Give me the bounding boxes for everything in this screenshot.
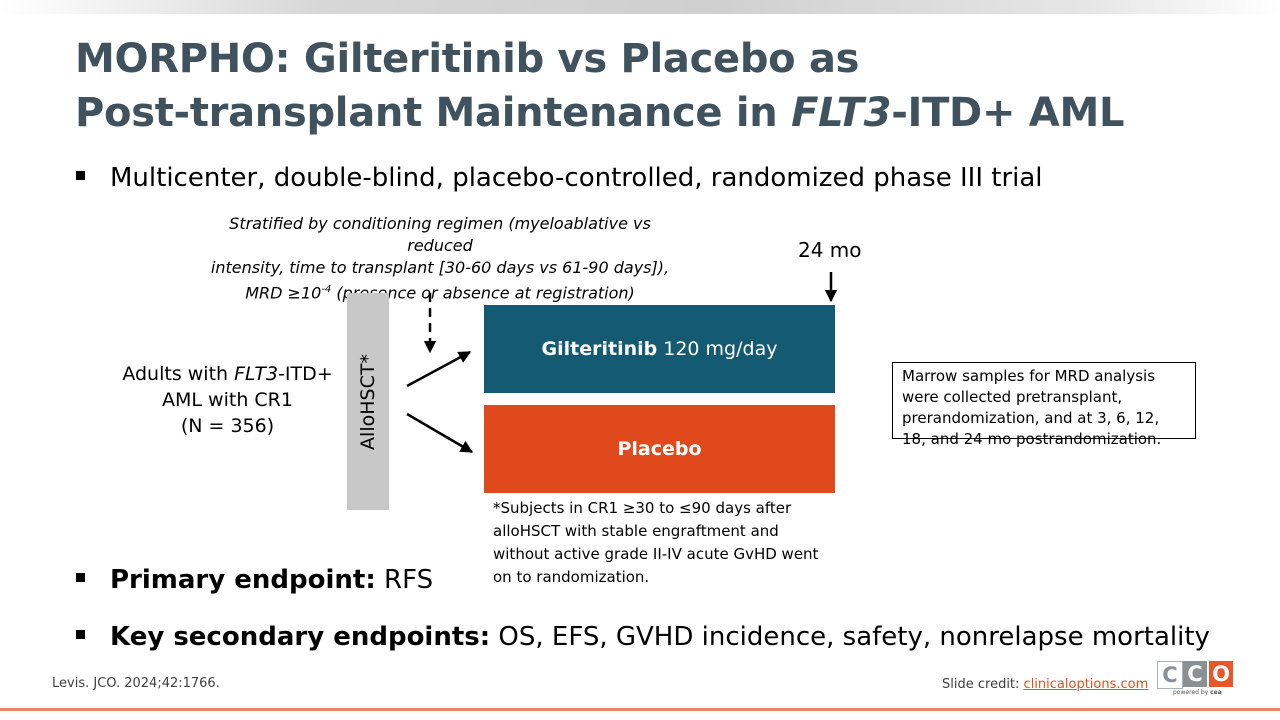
randomization-arrow-placebo [406, 412, 474, 454]
clinicaloptions-link[interactable]: clinicaloptions.com [1023, 677, 1149, 692]
citation: Levis. JCO. 2024;42:1766. [52, 676, 220, 691]
trial-design-text: Multicenter, double-blind, placebo-contr… [110, 163, 1043, 193]
population-line-3: (N = 356) [180, 415, 275, 437]
top-gradient-bar [0, 0, 1280, 14]
secondary-endpoints-value: OS, EFS, GVHD incidence, safety, nonrela… [490, 622, 1210, 652]
placebo-label: Placebo [617, 438, 702, 460]
placebo-arm-box: Placebo [484, 405, 835, 493]
gilteritinib-arm-box: Gilteritinib 120 mg/day [484, 305, 835, 393]
allohsct-bar: AlloHSCT* [347, 293, 389, 510]
randomization-arrow-gilteritinib [406, 350, 472, 388]
gilteritinib-drug-name: Gilteritinib [541, 338, 658, 360]
stratification-line-1: Stratified by conditioning regimen (myel… [229, 214, 651, 255]
title-line-1: MORPHO: Gilteritinib vs Placebo as [75, 36, 860, 82]
stratification-line-2: intensity, time to transplant [30-60 day… [210, 258, 670, 277]
primary-endpoint-label: Primary endpoint: [110, 565, 376, 595]
logo-letter-3: O [1209, 661, 1233, 687]
secondary-endpoints-label: Key secondary endpoints: [110, 622, 491, 652]
population-line-1: Adults with FLT3-ITD+ [110, 361, 345, 387]
bullet-square-icon [76, 171, 85, 180]
bullet-trial-design: Multicenter, double-blind, placebo-contr… [76, 163, 1043, 193]
logo-powered-by: powered by cea [1173, 689, 1222, 696]
primary-endpoint-value: RFS [375, 565, 434, 595]
bullet-square-icon [76, 573, 85, 582]
stratification-mrd: MRD ≥10 [245, 283, 322, 303]
stratification-exponent: -4 [321, 284, 332, 295]
bullet-square-icon [76, 630, 85, 639]
eligibility-footnote: *Subjects in CR1 ≥30 to ≤90 days after a… [493, 499, 819, 586]
slide-title: MORPHO: Gilteritinib vs Placebo as Post-… [75, 32, 1225, 140]
gilteritinib-dose: 120 mg/day [663, 338, 778, 360]
population-gene-italic: FLT3 [234, 363, 279, 385]
title-line-2-suffix: -ITD+ AML [891, 90, 1125, 136]
slide-credit: Slide credit: clinicaloptions.com [942, 677, 1148, 692]
bullet-secondary-endpoints: Key secondary endpoints: OS, EFS, GVHD i… [76, 622, 1210, 652]
population-prefix: Adults with [122, 363, 235, 385]
mrd-sampling-note: Marrow samples for MRD analysis were col… [892, 362, 1196, 448]
logo-powered-brand: cea [1210, 689, 1222, 696]
title-line-2: Post-transplant Maintenance in FLT3-ITD+… [75, 86, 1225, 140]
stratification-line-3: MRD ≥10-4 (presence or absence at regist… [196, 279, 684, 304]
population-suffix: -ITD+ [278, 363, 333, 385]
allohsct-label: AlloHSCT* [357, 353, 379, 450]
logo-letter-1: C [1157, 661, 1183, 689]
bullet-primary-endpoint: Primary endpoint: RFS [76, 565, 433, 595]
logo-powered-prefix: powered by [1173, 689, 1211, 696]
population-line-2: AML with CR1 [162, 389, 293, 411]
cco-logo: C C O powered by cea [1157, 661, 1233, 696]
title-gene-italic: FLT3 [791, 90, 892, 136]
slide-credit-label: Slide credit: [942, 677, 1024, 692]
stratification-note: Stratified by conditioning regimen (myel… [196, 213, 684, 304]
title-line-2-prefix: Post-transplant Maintenance in [75, 90, 792, 136]
timepoint-label: 24 mo [798, 238, 862, 262]
bottom-accent-line [0, 708, 1280, 711]
logo-letter-2: C [1183, 661, 1207, 687]
stratification-line-3-suffix: (presence or absence at registration) [331, 283, 635, 303]
population-label: Adults with FLT3-ITD+ AML with CR1 (N = … [110, 361, 345, 439]
